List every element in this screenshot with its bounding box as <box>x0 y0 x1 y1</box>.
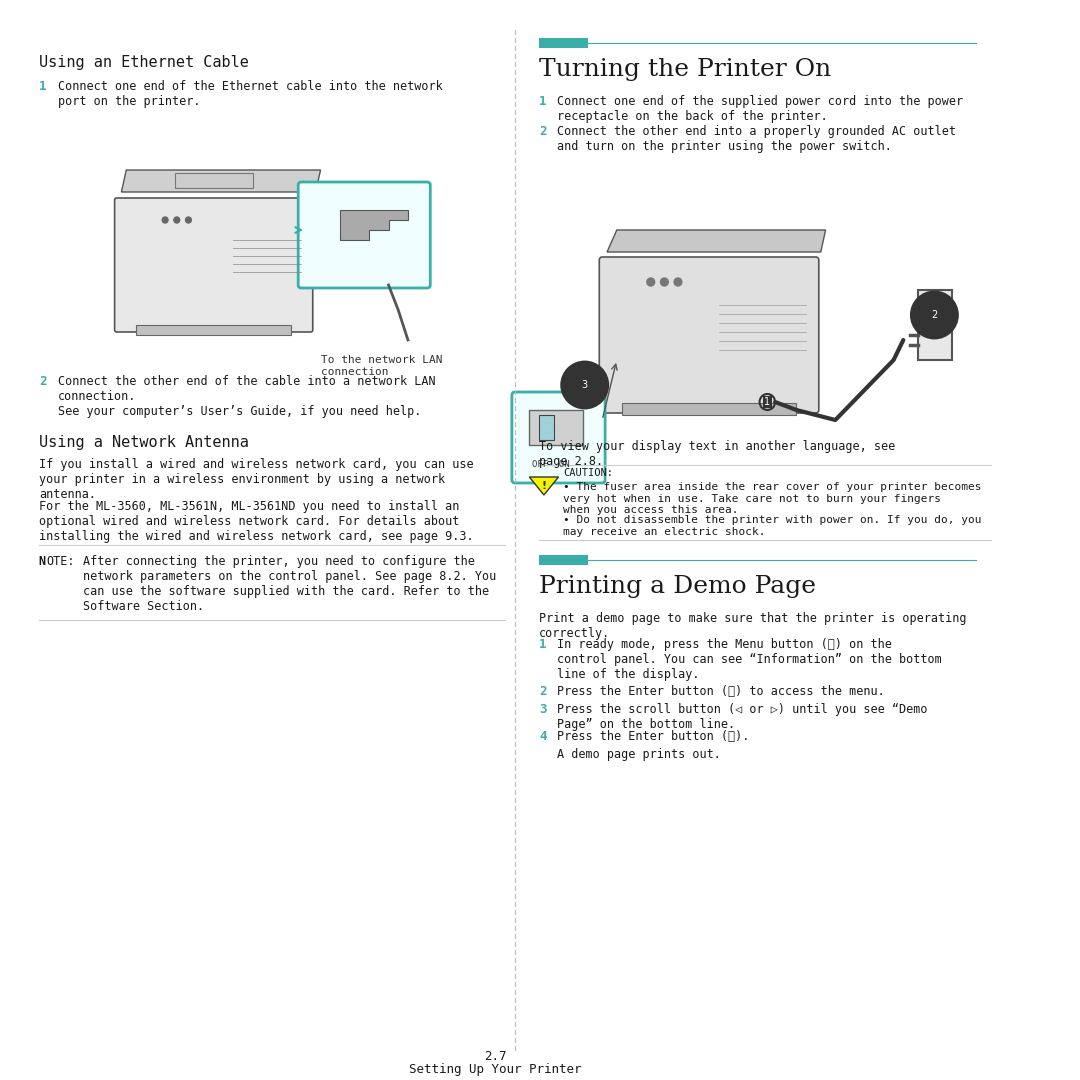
Bar <box>529 410 583 445</box>
FancyBboxPatch shape <box>298 183 430 288</box>
Text: For the ML-3560, ML-3561N, ML-3561ND you need to install an
optional wired and w: For the ML-3560, ML-3561N, ML-3561ND you… <box>39 500 473 543</box>
Circle shape <box>174 217 179 222</box>
Text: Press the Enter button (Ⓞ) to access the menu.: Press the Enter button (Ⓞ) to access the… <box>556 685 885 698</box>
Circle shape <box>186 217 191 222</box>
Text: !: ! <box>541 481 546 491</box>
Text: See your computer’s User’s Guide, if you need help.: See your computer’s User’s Guide, if you… <box>58 405 421 418</box>
FancyBboxPatch shape <box>512 392 605 483</box>
Polygon shape <box>340 210 408 240</box>
Bar <box>175 173 253 188</box>
Bar <box>622 403 796 415</box>
Text: 3: 3 <box>539 703 546 716</box>
Bar <box>539 415 554 440</box>
Text: 1: 1 <box>539 638 546 651</box>
Text: 2: 2 <box>39 375 46 388</box>
Text: 1: 1 <box>539 95 546 108</box>
Text: • Do not disassemble the printer with power on. If you do, you
may receive an el: • Do not disassemble the printer with po… <box>564 515 982 537</box>
Text: In ready mode, press the Menu button (Ⓞ) on the
control panel. You can see “Info: In ready mode, press the Menu button (Ⓞ)… <box>556 638 942 681</box>
Circle shape <box>661 278 669 286</box>
Text: Printing a Demo Page: Printing a Demo Page <box>539 575 816 598</box>
Text: Connect one end of the supplied power cord into the power
receptacle on the back: Connect one end of the supplied power co… <box>556 95 962 123</box>
Text: 2.7: 2.7 <box>484 1050 507 1063</box>
Text: 1: 1 <box>39 80 46 93</box>
Text: • The fuser area inside the rear cover of your printer becomes
very hot when in : • The fuser area inside the rear cover o… <box>564 482 982 515</box>
Circle shape <box>162 217 168 222</box>
Bar <box>539 38 588 48</box>
Text: OFF  ON: OFF ON <box>532 460 570 469</box>
Circle shape <box>647 278 654 286</box>
Text: Using an Ethernet Cable: Using an Ethernet Cable <box>39 55 248 70</box>
Text: Press the Enter button (Ⓞ).: Press the Enter button (Ⓞ). <box>556 730 748 743</box>
Text: Press the scroll button (◁ or ▷) until you see “Demo
Page” on the bottom line.: Press the scroll button (◁ or ▷) until y… <box>556 703 927 731</box>
Text: CAUTION:: CAUTION: <box>564 468 613 478</box>
Text: Print a demo page to make sure that the printer is operating
correctly.: Print a demo page to make sure that the … <box>539 612 967 640</box>
FancyBboxPatch shape <box>114 198 313 332</box>
Text: Connect the other end into a properly grounded AC outlet
and turn on the printer: Connect the other end into a properly gr… <box>556 125 956 153</box>
Text: 2: 2 <box>539 125 546 138</box>
Text: 2: 2 <box>931 310 937 320</box>
Text: To view your display text in another language, see
page 2.8.: To view your display text in another lan… <box>539 440 895 468</box>
Text: If you install a wired and wireless network card, you can use
your printer in a : If you install a wired and wireless netw… <box>39 458 473 501</box>
Text: Connect one end of the Ethernet cable into the network
port on the printer.: Connect one end of the Ethernet cable in… <box>58 80 443 108</box>
FancyBboxPatch shape <box>599 257 819 413</box>
Text: To the network LAN
connection: To the network LAN connection <box>321 355 442 377</box>
Text: 4: 4 <box>539 730 546 743</box>
Text: Using a Network Antenna: Using a Network Antenna <box>39 435 248 450</box>
Text: Turning the Printer On: Turning the Printer On <box>539 58 832 81</box>
Bar <box>918 291 951 360</box>
Polygon shape <box>607 230 825 252</box>
Text: Connect the other end of the cable into a network LAN
connection.: Connect the other end of the cable into … <box>58 375 436 403</box>
Polygon shape <box>529 477 558 495</box>
Bar <box>539 555 588 565</box>
Text: 1: 1 <box>765 397 770 407</box>
Text: OTE:: OTE: <box>46 555 76 568</box>
Bar <box>136 325 292 335</box>
Text: 3: 3 <box>582 380 588 390</box>
Text: N: N <box>39 555 46 568</box>
Text: 2: 2 <box>539 685 546 698</box>
Polygon shape <box>121 170 321 192</box>
Text: After connecting the printer, you need to configure the
network parameters on th: After connecting the printer, you need t… <box>82 555 496 613</box>
Circle shape <box>674 278 681 286</box>
Text: Setting Up Your Printer: Setting Up Your Printer <box>409 1063 582 1076</box>
Text: A demo page prints out.: A demo page prints out. <box>556 748 720 761</box>
